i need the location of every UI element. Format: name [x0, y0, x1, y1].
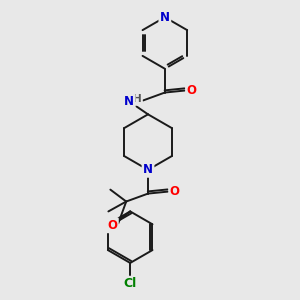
Text: Cl: Cl — [124, 277, 137, 290]
Text: O: O — [107, 219, 117, 232]
Text: O: O — [170, 185, 180, 198]
Text: N: N — [124, 95, 134, 108]
Text: N: N — [160, 11, 170, 24]
Text: O: O — [187, 84, 196, 97]
Text: H: H — [133, 94, 142, 104]
Text: N: N — [143, 163, 153, 176]
